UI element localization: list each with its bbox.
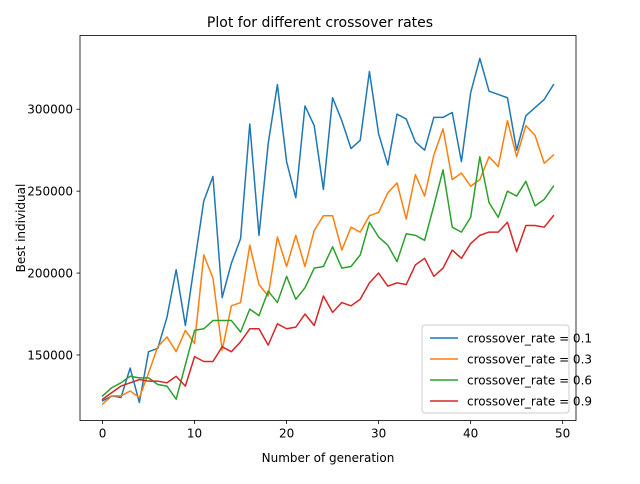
x-tick-label: 0 [99,427,107,441]
y-axis-label: Best individual [14,184,28,273]
x-tick-label: 40 [463,427,478,441]
series-line-3 [101,214,555,401]
legend: crossover_rate = 0.1 crossover_rate = 0.3… [421,324,592,414]
x-tick-label: 30 [371,427,386,441]
x-axis-label: Number of generation [262,451,395,465]
series-line-2 [101,155,555,400]
y-tick-label: 300000 [27,103,73,117]
axis-ticks: 0 10 20 30 40 50 150000 200000 250000 300000 [27,103,570,441]
series-line-1 [101,119,555,406]
legend-label: crossover_rate = 0.9 [467,395,592,409]
y-tick-label: 250000 [27,185,73,199]
legend-label: crossover_rate = 0.3 [467,353,592,367]
legend-label: crossover_rate = 0.1 [467,332,592,346]
legend-box [421,324,570,414]
chart-title: Plot for different crossover rates [207,15,433,31]
y-tick-label: 200000 [27,267,73,281]
series-line-0 [101,57,555,404]
legend-label: crossover_rate = 0.6 [467,374,592,388]
x-tick-label: 20 [279,427,294,441]
y-tick-label: 150000 [27,348,73,362]
plot-frame [79,35,577,421]
x-tick-label: 10 [187,427,202,441]
x-tick-label: 50 [555,427,570,441]
plot-area [101,57,555,406]
